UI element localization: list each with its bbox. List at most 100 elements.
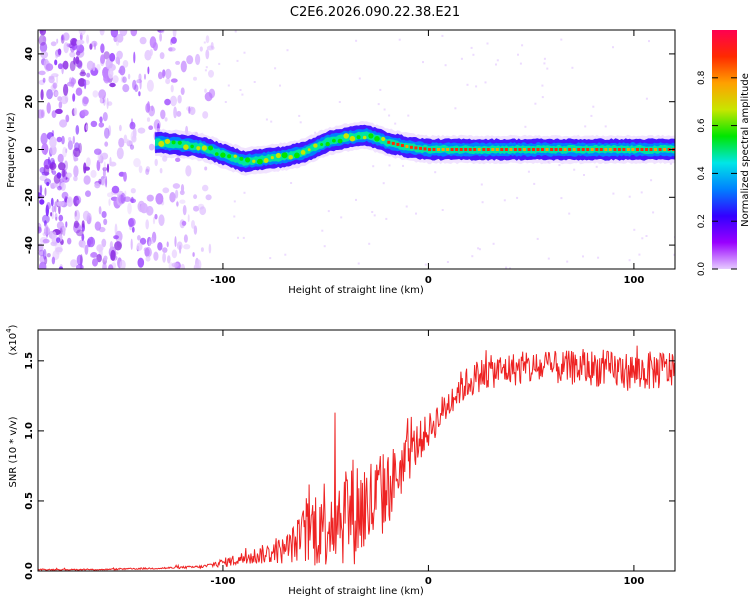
spectrogram-ytick-label: 20 <box>24 95 35 109</box>
ridge-peak <box>300 150 306 155</box>
noise-blob <box>119 30 128 37</box>
noise-blob <box>179 190 185 196</box>
ridge-peak <box>645 148 648 151</box>
noise-blob <box>193 194 198 200</box>
noise-blob <box>98 178 102 185</box>
noise-speckle <box>372 165 375 168</box>
noise-blob <box>40 109 45 119</box>
noise-blob <box>122 60 129 68</box>
noise-blob <box>74 209 80 222</box>
noise-blob <box>148 125 154 130</box>
noise-blob <box>65 221 68 228</box>
noise-speckle <box>595 165 598 168</box>
noise-speckle <box>237 236 239 239</box>
noise-blob <box>58 214 64 222</box>
ridge-peak <box>640 148 644 151</box>
snr-xtick-label: 0 <box>425 576 432 587</box>
noise-blob <box>73 220 79 229</box>
ridge-peak <box>468 148 472 151</box>
ridge-peak <box>441 148 445 151</box>
noise-blob <box>58 266 63 269</box>
noise-speckle <box>454 107 457 110</box>
noise-blob <box>137 127 146 134</box>
noise-blob <box>57 63 63 70</box>
noise-blob <box>170 84 174 93</box>
colorbar-ticks: 0.0 0.2 0.4 0.6 0.8 <box>697 70 737 276</box>
noise-blob <box>145 219 149 230</box>
noise-blob <box>58 162 66 171</box>
noise-speckle <box>274 67 277 70</box>
noise-blob <box>103 255 108 261</box>
noise-blob <box>96 244 104 252</box>
noise-blob <box>51 170 57 176</box>
ridge-peak <box>171 140 176 145</box>
noise-blob <box>122 84 130 93</box>
noise-blob <box>145 255 151 262</box>
noise-blob <box>158 71 163 80</box>
noise-blob <box>149 237 155 245</box>
noise-speckle <box>321 229 324 232</box>
noise-blob <box>180 263 185 269</box>
noise-blob <box>130 196 134 203</box>
noise-blob <box>193 263 200 269</box>
noise-speckle <box>233 200 236 203</box>
noise-blob <box>116 33 124 43</box>
noise-speckle <box>645 235 648 237</box>
ridge-peak <box>513 148 517 151</box>
ridge-peak <box>405 145 409 148</box>
noise-blob <box>86 72 91 78</box>
noise-blob <box>46 89 53 100</box>
ridge-peak <box>233 154 237 158</box>
noise-blob <box>130 30 138 37</box>
noise-speckle <box>394 122 397 125</box>
ridge-peak <box>263 158 269 163</box>
ridge-peak <box>654 148 657 151</box>
snr-multiplier-base: (x10 <box>8 333 19 356</box>
noise-blob <box>76 199 81 204</box>
noise-blob <box>99 116 103 123</box>
noise-blob <box>169 192 176 203</box>
ridge-peak <box>183 144 189 150</box>
noise-blob <box>77 78 86 87</box>
noise-blob <box>124 190 127 197</box>
noise-blob <box>161 69 165 79</box>
noise-blob <box>187 214 190 223</box>
noise-blob <box>39 184 43 195</box>
ridge-peak <box>563 148 567 151</box>
snr-xtick-label: 100 <box>623 576 644 587</box>
noise-blobs <box>38 30 675 269</box>
noise-blob <box>115 56 120 65</box>
ridge-peak <box>590 148 594 151</box>
snr-ytick-label: 0.5 <box>24 492 35 510</box>
noise-speckle <box>533 182 536 185</box>
noise-blob <box>42 77 46 83</box>
noise-blob <box>102 261 107 269</box>
noise-speckle <box>519 62 522 65</box>
noise-blob <box>146 117 151 122</box>
noise-blob <box>146 79 154 92</box>
spectral-ridge <box>155 121 675 176</box>
noise-blob <box>140 202 148 214</box>
noise-speckle <box>543 57 546 60</box>
noise-speckle <box>460 57 463 60</box>
noise-blob <box>208 69 214 78</box>
noise-blob <box>55 108 63 114</box>
ridge-peak <box>495 148 499 151</box>
noise-blob <box>92 258 98 267</box>
ridge-peak <box>450 148 454 151</box>
ridge-peak <box>649 148 653 151</box>
noise-blob <box>98 89 107 100</box>
noise-blob <box>50 197 54 207</box>
noise-blob <box>138 91 141 97</box>
ridge-peak <box>595 148 599 151</box>
noise-speckle <box>638 253 641 256</box>
noise-blob <box>102 168 106 179</box>
noise-speckle <box>471 255 474 258</box>
ridge-peak <box>332 138 336 143</box>
noise-blob <box>83 175 91 185</box>
noise-speckle <box>355 198 357 201</box>
noise-speckle <box>422 61 424 64</box>
noise-blob <box>100 54 106 64</box>
noise-blob <box>146 194 154 202</box>
noise-blob <box>181 220 187 226</box>
